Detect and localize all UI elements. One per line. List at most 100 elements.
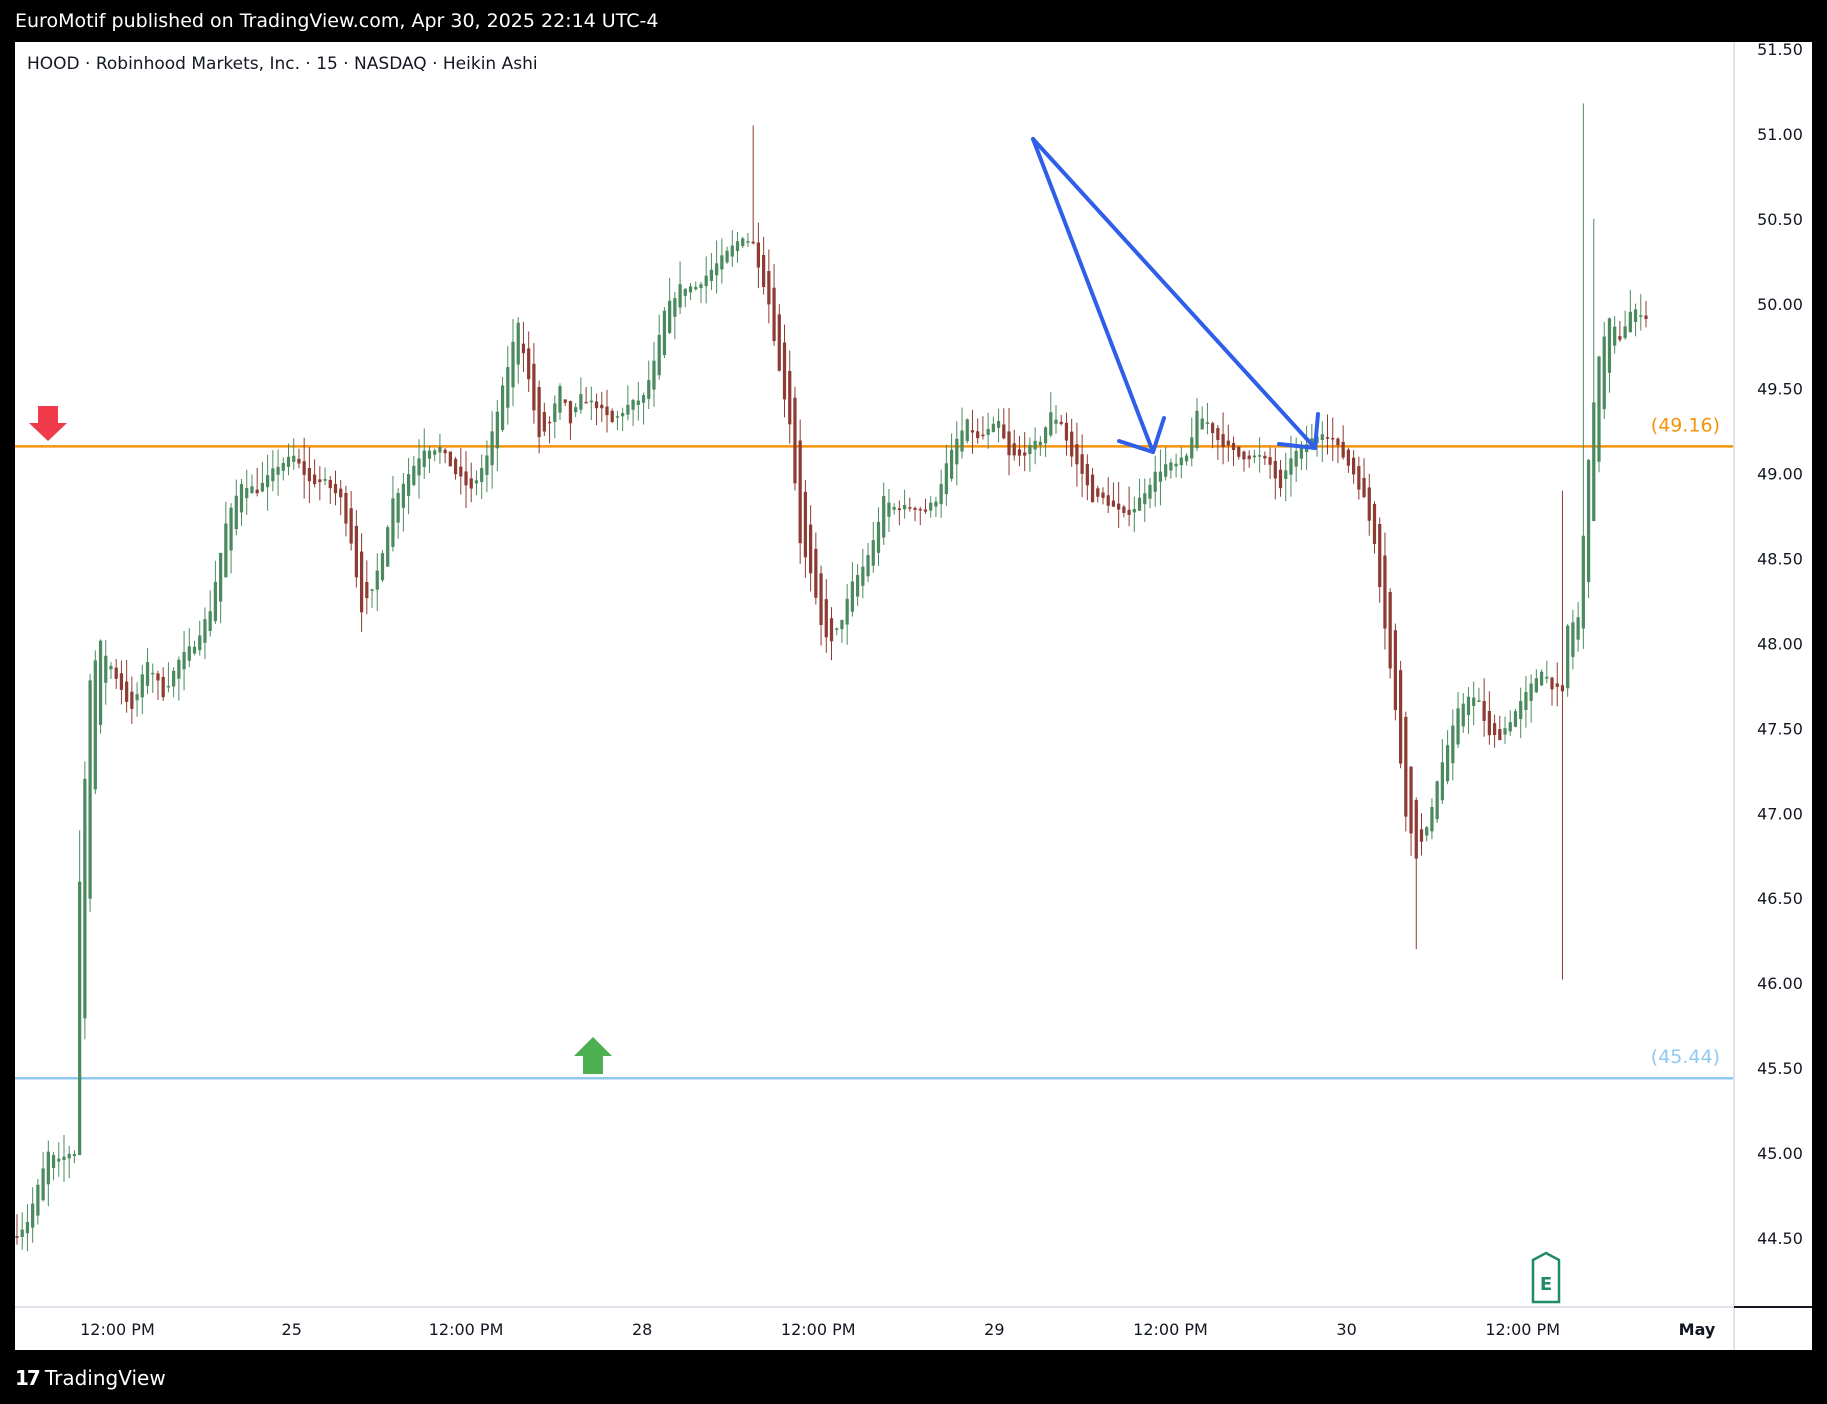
candle-body — [78, 881, 82, 1156]
earnings-badge-label: E — [1540, 1274, 1552, 1295]
candle-body — [1519, 701, 1523, 719]
candle-body — [683, 288, 687, 296]
candle-body — [365, 581, 369, 599]
candle-body — [1023, 452, 1027, 456]
candle-body — [1211, 423, 1215, 434]
candle-body — [224, 523, 228, 578]
candle-body — [239, 483, 244, 513]
candle-body — [354, 525, 358, 578]
candle-body — [208, 611, 212, 631]
time-axis[interactable]: 12:00 PM 25 12:00 PM 28 12:00 PM 29 12:00 PM 30… — [80, 1320, 1716, 1339]
candle-body — [558, 386, 562, 413]
time-tick-label: 28 — [632, 1320, 652, 1339]
candle-body — [1644, 315, 1648, 320]
candle-body — [20, 1229, 24, 1237]
candle-body — [151, 672, 155, 675]
annotation-arrow-line[interactable] — [1031, 137, 1155, 454]
candle-body — [380, 553, 385, 581]
candle-body — [474, 480, 479, 484]
earnings-marker[interactable]: E — [1531, 1251, 1561, 1304]
annotation-arrow-head[interactable] — [1277, 412, 1320, 450]
candle-body — [542, 412, 546, 432]
candle-body — [1184, 455, 1189, 462]
chart-frame[interactable]: (49.16) (45.44) E 51.50 51.00 50.50 50.00 49.… — [15, 42, 1812, 1350]
candle-body — [459, 466, 463, 477]
candle-body — [756, 242, 761, 268]
candle-body — [67, 1153, 71, 1159]
candle-body — [1190, 437, 1194, 459]
candle-body — [955, 438, 959, 465]
candle-body — [260, 482, 265, 492]
candle-body — [98, 640, 103, 725]
up-arrow-marker[interactable] — [574, 1037, 612, 1074]
candle-body — [443, 449, 447, 454]
candle-body — [1017, 449, 1022, 456]
candle-body — [563, 399, 567, 403]
candle-body — [41, 1168, 45, 1201]
earnings-badge-shape[interactable] — [1531, 1251, 1561, 1304]
candle-body — [866, 555, 870, 577]
candle-body — [1571, 622, 1575, 657]
candle-body — [119, 673, 124, 690]
candle-body — [412, 465, 416, 485]
candle-body — [93, 660, 97, 790]
tradingview-logo[interactable]: 17 TradingView — [15, 1366, 166, 1390]
candle-body — [1012, 443, 1016, 456]
candle-body — [1049, 412, 1053, 436]
candle-body — [1221, 434, 1225, 448]
candle-body — [1550, 677, 1554, 690]
candle-body — [1398, 670, 1403, 764]
drawings-layer[interactable] — [1031, 137, 1320, 454]
candle-body — [1164, 464, 1168, 477]
candle-body — [1539, 671, 1544, 686]
candle-body — [1592, 402, 1596, 522]
candle-body — [1158, 471, 1163, 482]
candle-body — [1430, 807, 1434, 832]
candle-body — [172, 670, 176, 687]
candle-body — [1137, 497, 1142, 511]
candle-body — [532, 363, 536, 411]
candlestick-chart[interactable]: (49.16) (45.44) E 51.50 51.00 50.50 50.00 49.… — [15, 42, 1812, 1350]
candle-body — [438, 447, 442, 453]
candle-body — [673, 298, 677, 317]
candle-body — [1284, 470, 1288, 479]
candle-body — [970, 430, 975, 433]
candle-body — [1372, 504, 1377, 544]
candle-body — [835, 628, 839, 630]
candle-body — [1628, 311, 1632, 333]
candle-body — [1085, 464, 1089, 486]
candle-body — [349, 508, 353, 544]
candle-body — [641, 395, 646, 403]
price-axis[interactable]: 51.50 51.00 50.50 50.00 49.50 49.00 48.50 48.00… — [1757, 42, 1803, 1248]
candle-body — [1618, 336, 1622, 340]
candle-body — [453, 458, 458, 475]
candle-body — [1393, 630, 1398, 710]
candle-body — [934, 501, 938, 507]
candle-body — [1263, 455, 1267, 459]
annotation-arrow-head[interactable] — [1117, 416, 1166, 454]
time-tick-label: 12:00 PM — [1133, 1320, 1208, 1339]
candle-body — [1096, 488, 1100, 497]
resistance-level-label: (49.16) — [1651, 414, 1720, 436]
candle-body — [913, 507, 917, 510]
candle-body — [803, 491, 808, 558]
candle-body — [370, 589, 374, 591]
candle-body — [1320, 434, 1324, 440]
tradingview-logo-icon: 17 — [15, 1366, 41, 1390]
candle-body — [840, 620, 844, 630]
candle-body — [808, 524, 813, 574]
candle-body — [1153, 471, 1157, 492]
candle-body — [647, 380, 651, 399]
candle-body — [1059, 421, 1063, 424]
candle-body — [1132, 509, 1136, 513]
candle-body — [772, 287, 776, 342]
candle-body — [1106, 495, 1110, 506]
candle-body — [1466, 696, 1471, 716]
candle-body — [480, 467, 484, 482]
candle-body — [88, 680, 92, 899]
candle-body — [1043, 427, 1048, 444]
candle-body — [855, 575, 860, 597]
candle-body — [1487, 711, 1491, 736]
annotation-arrow-line[interactable] — [1031, 137, 1317, 450]
down-arrow-marker[interactable] — [29, 406, 67, 441]
